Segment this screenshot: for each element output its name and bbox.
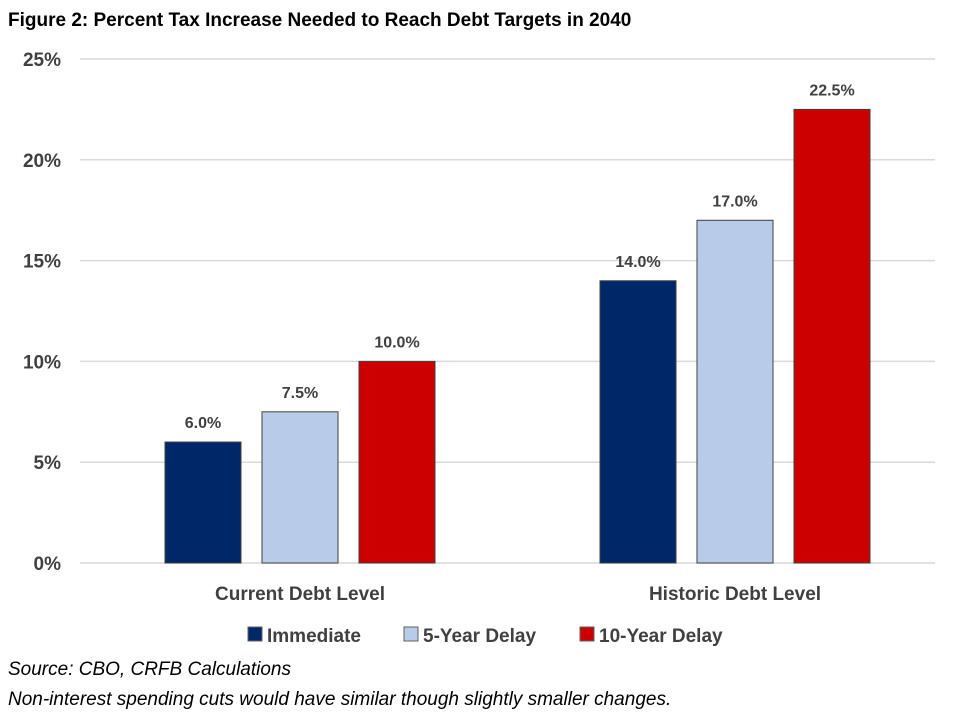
y-tick-label: 15% <box>23 252 61 273</box>
y-tick-label: 25% <box>23 50 61 71</box>
data-labels: 6.0% 7.5% 10.0% 14.0% 17.0% 22.5% <box>185 82 855 432</box>
data-label: 10.0% <box>374 334 419 351</box>
data-label: 14.0% <box>615 254 660 271</box>
bar-5-year-delay <box>696 219 774 564</box>
x-category-label: Current Debt Level <box>215 584 385 605</box>
y-tick-label: 5% <box>34 453 62 474</box>
y-tick-label: 20% <box>23 151 61 172</box>
y-axis-ticks: 0% 5% 10% 15% 20% 25% <box>23 50 61 575</box>
data-label: 22.5% <box>809 82 854 99</box>
bars <box>164 108 871 564</box>
legend-swatch <box>403 626 419 642</box>
bar-immediate <box>164 441 242 564</box>
data-label: 17.0% <box>712 193 757 210</box>
bar-5-year-delay <box>261 411 339 564</box>
bar-10-year-delay <box>358 360 436 564</box>
data-label: 7.5% <box>282 385 318 402</box>
legend-label: 10-Year Delay <box>599 626 723 647</box>
data-label: 6.0% <box>185 415 221 432</box>
y-tick-label: 0% <box>34 554 62 575</box>
legend-label: 5-Year Delay <box>423 626 536 647</box>
footnote: Non-interest spending cuts would have si… <box>8 689 671 710</box>
x-category-label: Historic Debt Level <box>649 584 821 605</box>
x-axis-categories: Current Debt Level Historic Debt Level <box>215 584 821 605</box>
source-note: Source: CBO, CRFB Calculations <box>8 659 291 680</box>
bar-10-year-delay <box>793 108 871 564</box>
legend-swatch <box>579 626 595 642</box>
legend: Immediate 5-Year Delay 10-Year Delay <box>247 626 723 647</box>
legend-swatch <box>247 626 263 642</box>
y-tick-label: 10% <box>23 352 61 373</box>
chart-title: Figure 2: Percent Tax Increase Needed to… <box>8 10 631 31</box>
bar-immediate <box>599 280 677 564</box>
legend-label: Immediate <box>267 626 361 647</box>
